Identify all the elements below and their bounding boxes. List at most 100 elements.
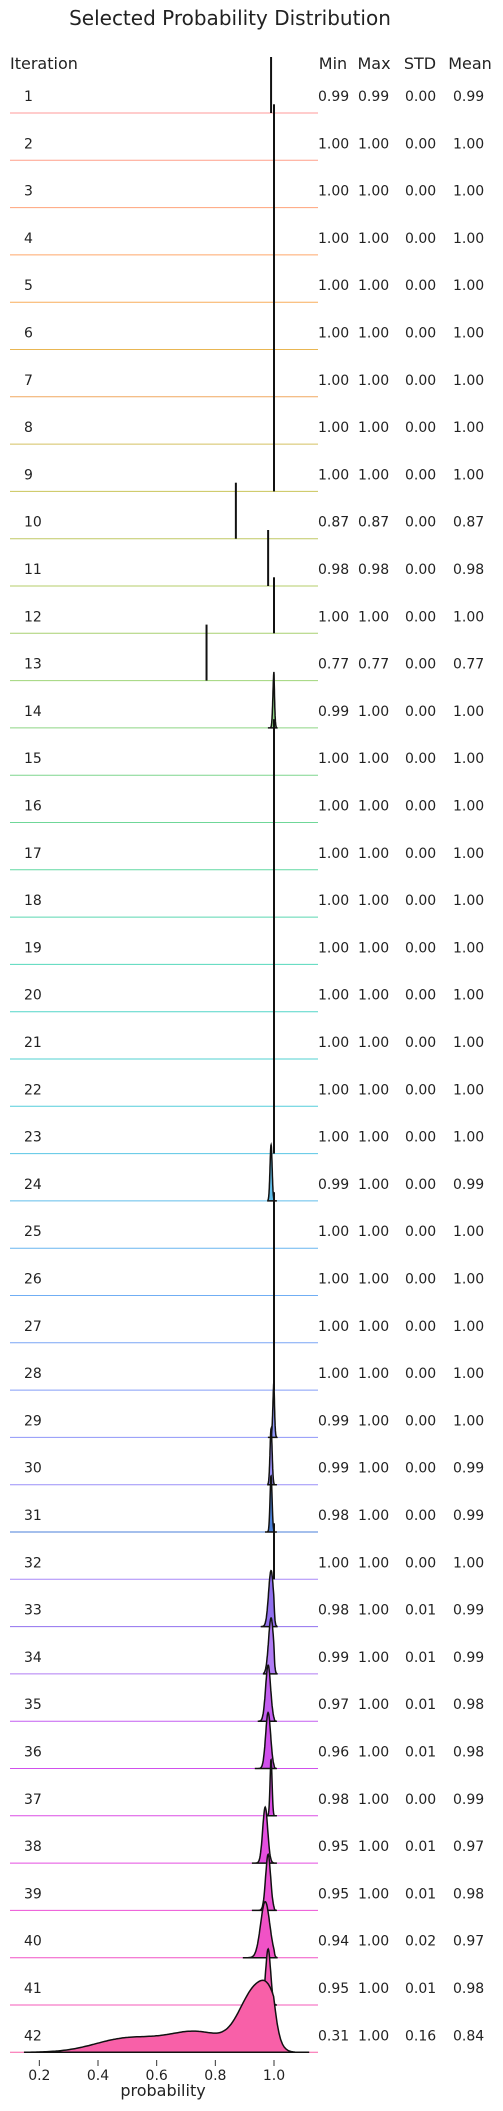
row-iteration-label: 14	[24, 704, 42, 720]
row-max-value: 1.00	[358, 893, 389, 909]
row-max-value: 1.00	[358, 231, 389, 247]
row-iteration-label: 2	[24, 136, 33, 152]
row-iteration-label: 29	[24, 1413, 42, 1429]
row-mean-value: 1.00	[453, 467, 484, 483]
row-mean-value: 1.00	[453, 893, 484, 909]
row-min-value: 1.00	[318, 940, 349, 956]
row-max-value: 0.77	[358, 657, 389, 673]
row-min-value: 0.77	[318, 657, 349, 673]
ridge-row: 28 1.00 1.00 0.00 1.00	[10, 1334, 484, 1391]
row-std-value: 0.00	[405, 1177, 436, 1193]
row-max-value: 1.00	[358, 751, 389, 767]
row-iteration-label: 24	[24, 1177, 42, 1193]
row-min-value: 1.00	[318, 1082, 349, 1098]
ridge-density	[251, 1805, 277, 1864]
row-mean-value: 0.99	[453, 1792, 484, 1808]
row-std-value: 0.00	[405, 1130, 436, 1146]
row-min-value: 1.00	[318, 1555, 349, 1571]
row-std-value: 0.00	[405, 893, 436, 909]
row-std-value: 0.00	[405, 326, 436, 342]
row-max-value: 1.00	[358, 940, 389, 956]
row-iteration-label: 36	[24, 1745, 42, 1761]
row-min-value: 1.00	[318, 799, 349, 815]
min-header: Min	[319, 54, 347, 73]
ridge-row: 10 0.87 0.87 0.00 0.87	[10, 482, 484, 540]
ridge-row: 7 1.00 1.00 0.00 1.00	[10, 340, 484, 398]
row-iteration-label: 31	[24, 1508, 42, 1524]
row-mean-value: 1.00	[453, 1272, 484, 1288]
row-min-value: 1.00	[318, 751, 349, 767]
ridge-row: 16 1.00 1.00 0.00 1.00	[10, 766, 484, 823]
row-min-value: 0.31	[318, 2028, 349, 2044]
row-mean-value: 1.00	[453, 1224, 484, 1240]
row-min-value: 1.00	[318, 326, 349, 342]
ridge-density	[267, 1141, 277, 1202]
row-max-value: 1.00	[358, 1130, 389, 1146]
max-header: Max	[357, 54, 390, 73]
ridge-row: 42 0.31 1.00 0.16 0.84	[10, 1979, 484, 2054]
row-std-value: 0.00	[405, 373, 436, 389]
row-std-value: 0.01	[405, 1886, 436, 1902]
ridge-row: 14 0.99 1.00 0.00 1.00	[10, 671, 484, 729]
row-min-value: 0.98	[318, 1508, 349, 1524]
row-mean-value: 0.98	[453, 1886, 484, 1902]
row-iteration-label: 7	[24, 373, 33, 389]
ridge-rows: 1 0.99 0.99 0.00 0.992 1.00 1.00 0.00 1.003 1.00 1…	[10, 57, 484, 2054]
mean-header: Mean	[448, 54, 492, 73]
row-iteration-label: 41	[24, 1981, 42, 1997]
row-std-value: 0.16	[405, 2028, 436, 2044]
row-std-value: 0.00	[405, 657, 436, 673]
row-mean-value: 1.00	[453, 1366, 484, 1382]
row-mean-value: 0.99	[453, 1603, 484, 1619]
row-iteration-label: 23	[24, 1130, 42, 1146]
row-iteration-label: 10	[24, 515, 42, 531]
row-iteration-label: 32	[24, 1555, 42, 1571]
ridge-row: 27 1.00 1.00 0.00 1.00	[10, 1286, 484, 1344]
row-iteration-label: 22	[24, 1082, 42, 1098]
row-max-value: 1.00	[358, 420, 389, 436]
row-iteration-label: 35	[24, 1697, 42, 1713]
row-max-value: 1.00	[358, 373, 389, 389]
row-std-value: 0.01	[405, 1697, 436, 1713]
row-mean-value: 0.77	[453, 657, 484, 673]
row-iteration-label: 19	[24, 940, 42, 956]
row-iteration-label: 33	[24, 1603, 42, 1619]
row-mean-value: 0.99	[453, 1650, 484, 1666]
ridge-row: 30 0.99 1.00 0.00 0.99	[10, 1425, 484, 1486]
ridge-row: 35 0.97 1.00 0.01 0.98	[10, 1664, 484, 1722]
row-std-value: 0.00	[405, 1272, 436, 1288]
row-min-value: 0.98	[318, 1792, 349, 1808]
row-mean-value: 0.98	[453, 1745, 484, 1761]
row-iteration-label: 1	[24, 89, 33, 105]
row-mean-value: 1.00	[453, 846, 484, 862]
row-min-value: 0.95	[318, 1981, 349, 1997]
row-max-value: 1.00	[358, 1839, 389, 1855]
x-tick-label: 0.8	[204, 2068, 226, 2084]
row-max-value: 1.00	[358, 1319, 389, 1335]
row-min-value: 1.00	[318, 846, 349, 862]
x-tick-label: 0.6	[146, 2068, 168, 2084]
row-mean-value: 0.99	[453, 1508, 484, 1524]
row-max-value: 1.00	[358, 1650, 389, 1666]
ridge-density	[267, 1381, 278, 1439]
ridge-row: 1 0.99 0.99 0.00 0.99	[10, 57, 484, 114]
ridge-density	[262, 1616, 278, 1675]
row-min-value: 0.99	[318, 1650, 349, 1666]
ridge-row: 36 0.96 1.00 0.01 0.98	[10, 1711, 484, 1770]
row-std-value: 0.00	[405, 704, 436, 720]
row-std-value: 0.02	[405, 1934, 436, 1950]
ridge-row: 8 1.00 1.00 0.00 1.00	[10, 388, 484, 445]
ridge-density	[257, 1664, 277, 1722]
row-iteration-label: 3	[24, 184, 33, 200]
x-tick-label: 1.0	[263, 2068, 285, 2084]
row-mean-value: 0.97	[453, 1934, 484, 1950]
row-iteration-label: 9	[24, 467, 33, 483]
x-axis-label: probability	[120, 2081, 205, 2100]
row-iteration-label: 28	[24, 1366, 42, 1382]
ridge-density	[242, 1900, 278, 1959]
row-std-value: 0.00	[405, 751, 436, 767]
row-iteration-label: 8	[24, 420, 33, 436]
row-mean-value: 1.00	[453, 326, 484, 342]
row-mean-value: 1.00	[453, 184, 484, 200]
row-std-value: 0.00	[405, 1224, 436, 1240]
